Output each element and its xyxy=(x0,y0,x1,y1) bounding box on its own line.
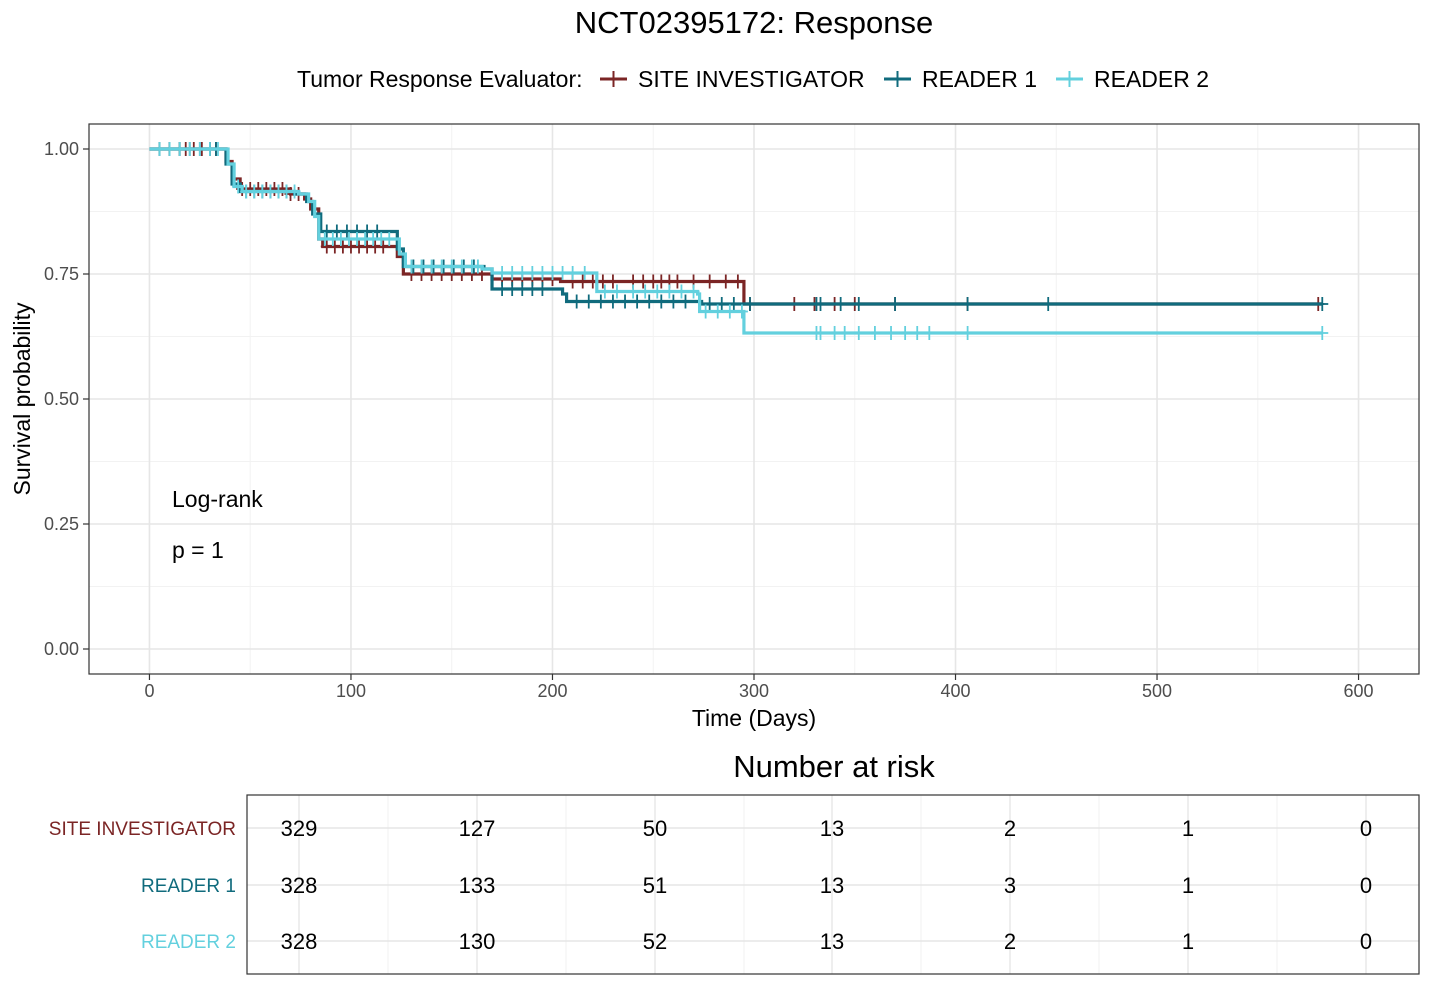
risk-cell: 52 xyxy=(643,929,667,954)
risk-table: Number at risk SITE INVESTIGATOR 329 127 50 1… xyxy=(49,749,1420,975)
risk-cell: 51 xyxy=(643,873,667,898)
risk-table-title: Number at risk xyxy=(733,749,935,784)
risk-cell: 0 xyxy=(1360,873,1372,898)
y-tick-label: 0.00 xyxy=(44,639,79,659)
risk-cell: 130 xyxy=(459,929,496,954)
risk-cell: 1 xyxy=(1182,929,1194,954)
risk-row-label: READER 2 xyxy=(141,932,236,953)
risk-cell: 328 xyxy=(281,929,318,954)
x-tick-label: 100 xyxy=(336,681,366,701)
risk-cell: 13 xyxy=(820,873,844,898)
y-tick-label: 0.50 xyxy=(44,389,79,409)
log-rank-label: Log-rank xyxy=(172,486,263,512)
risk-cell: 13 xyxy=(820,929,844,954)
y-axis-title: Survival probability xyxy=(9,302,35,496)
risk-cell: 0 xyxy=(1360,929,1372,954)
risk-cell: 133 xyxy=(459,873,496,898)
legend-title: Tumor Response Evaluator: xyxy=(297,66,583,92)
x-axis-title: Time (Days) xyxy=(692,705,816,731)
risk-row-label: READER 1 xyxy=(141,876,236,897)
censor-marks-series-3 xyxy=(153,142,1329,340)
risk-cell: 328 xyxy=(281,873,318,898)
y-tick-label: 1.00 xyxy=(44,139,79,159)
risk-table-border xyxy=(246,794,1420,975)
risk-cell: 1 xyxy=(1182,816,1194,841)
axes: 0.00 0.25 0.50 0.75 1.00 0 100 200 300 400 500 600 T… xyxy=(9,139,1374,731)
p-value-label: p = 1 xyxy=(172,537,224,563)
x-tick-label: 400 xyxy=(940,681,970,701)
risk-cell: 2 xyxy=(1004,816,1016,841)
risk-row-label: SITE INVESTIGATOR xyxy=(49,819,236,840)
risk-cell: 329 xyxy=(281,816,318,841)
y-tick-label: 0.75 xyxy=(44,264,79,284)
x-tick-label: 600 xyxy=(1344,681,1374,701)
x-tick-label: 200 xyxy=(537,681,567,701)
risk-cell: 1 xyxy=(1182,873,1194,898)
survival-curves xyxy=(149,142,1329,340)
grid xyxy=(89,124,1419,674)
legend: Tumor Response Evaluator: SITE INVESTIGAT… xyxy=(297,66,1209,92)
y-tick-label: 0.25 xyxy=(44,514,79,534)
risk-cell: 13 xyxy=(820,816,844,841)
risk-cell: 50 xyxy=(643,816,667,841)
risk-cell: 127 xyxy=(459,816,496,841)
legend-label: READER 1 xyxy=(922,66,1037,92)
x-tick-label: 0 xyxy=(144,681,154,701)
legend-label: SITE INVESTIGATOR xyxy=(638,66,865,92)
risk-cell: 2 xyxy=(1004,929,1016,954)
x-tick-label: 500 xyxy=(1142,681,1172,701)
x-tick-label: 300 xyxy=(739,681,769,701)
risk-cell: 3 xyxy=(1004,873,1016,898)
risk-cell: 0 xyxy=(1360,816,1372,841)
legend-label: READER 2 xyxy=(1094,66,1209,92)
chart-title: NCT02395172: Response xyxy=(575,5,933,40)
